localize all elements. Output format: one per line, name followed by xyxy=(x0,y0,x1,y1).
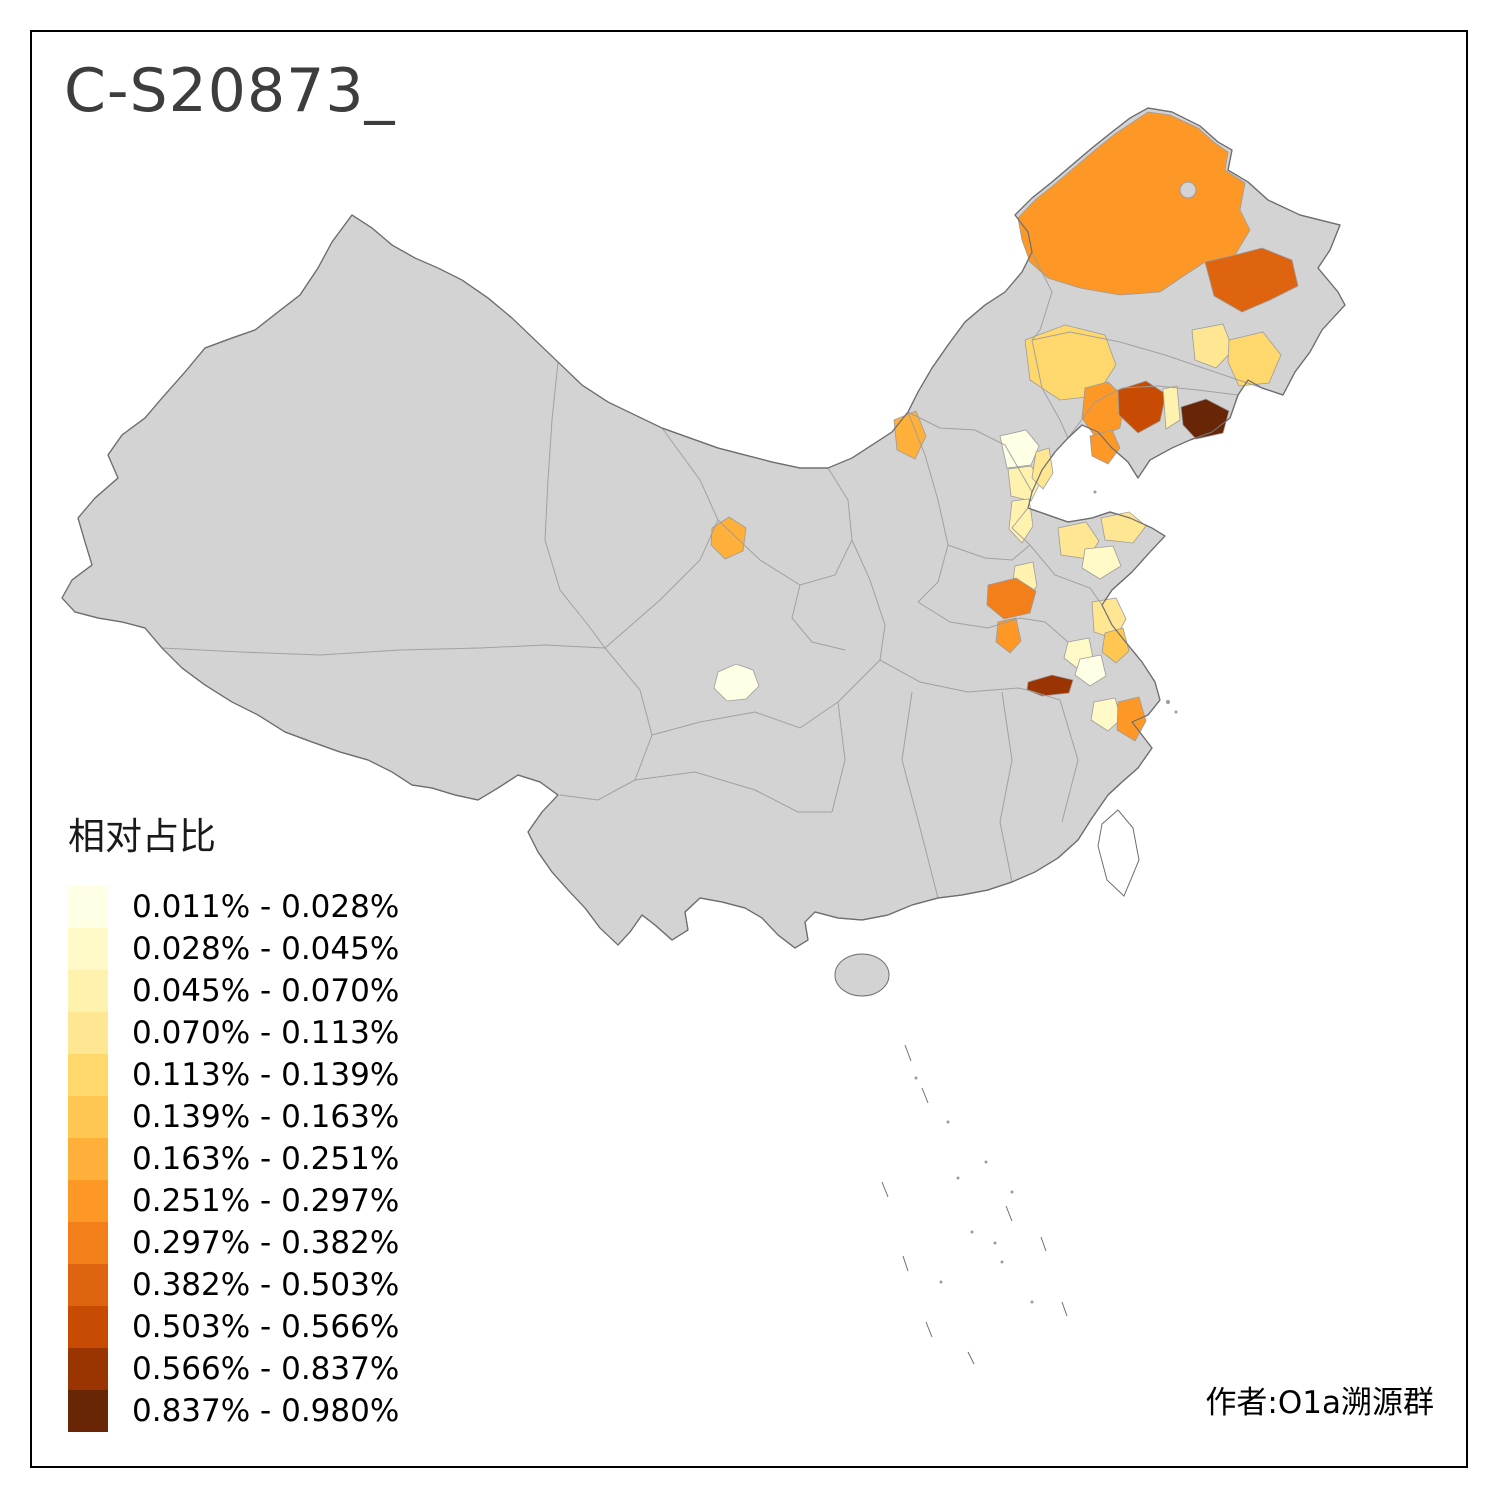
map-region-r12 xyxy=(999,429,1040,469)
legend-row: 0.566% - 0.837% xyxy=(68,1348,399,1390)
legend-label: 0.011% - 0.028% xyxy=(132,889,400,925)
legend-row: 0.070% - 0.113% xyxy=(68,1012,399,1054)
attribution-text: 作者:O1a溯源群 xyxy=(1205,1385,1434,1421)
legend-label: 0.028% - 0.045% xyxy=(132,931,400,967)
map-region-r08 xyxy=(1089,429,1121,465)
legend-bins: 0.011% - 0.028% 0.028% - 0.045% 0.045% - 0… xyxy=(68,886,399,1432)
legend-row: 0.251% - 0.297% xyxy=(68,1180,399,1222)
legend-row: 0.163% - 0.251% xyxy=(68,1138,399,1180)
legend-swatch xyxy=(68,1264,108,1306)
legend-row: 0.297% - 0.382% xyxy=(68,1222,399,1264)
small-islands xyxy=(914,490,1178,1304)
map-region-r21 xyxy=(986,577,1037,620)
map-region-r04 xyxy=(1081,381,1126,439)
legend-label: 0.139% - 0.163% xyxy=(132,1099,400,1135)
map-region-r28 xyxy=(1090,697,1122,732)
legend-label: 0.297% - 0.382% xyxy=(132,1225,400,1261)
map-region-r19 xyxy=(1081,545,1122,580)
legend-label: 0.163% - 0.251% xyxy=(132,1141,400,1177)
legend-swatch xyxy=(68,1138,108,1180)
legend-swatch xyxy=(68,886,108,928)
legend-label: 0.113% - 0.139% xyxy=(132,1057,400,1093)
map-region-r11 xyxy=(893,410,927,460)
map-region-r09 xyxy=(1191,323,1234,369)
map-region-r07 xyxy=(1180,398,1230,440)
map-region-r16 xyxy=(710,516,747,560)
legend-swatch xyxy=(68,1180,108,1222)
map-region-r01 xyxy=(1017,111,1251,296)
legend-swatch xyxy=(68,1222,108,1264)
legend-label: 0.070% - 0.113% xyxy=(132,1015,400,1051)
legend-swatch xyxy=(68,928,108,970)
legend-label: 0.382% - 0.503% xyxy=(132,1267,400,1303)
map-region-r10 xyxy=(1227,331,1282,387)
legend-label: 0.251% - 0.297% xyxy=(132,1183,400,1219)
country-outline-overlay xyxy=(61,107,1346,949)
legend-row: 0.503% - 0.566% xyxy=(68,1306,399,1348)
map-region-r03 xyxy=(1024,324,1117,401)
south-china-sea-dashes xyxy=(881,1044,1068,1365)
legend-swatch xyxy=(68,1306,108,1348)
legend-row: 0.837% - 0.980% xyxy=(68,1390,399,1432)
legend: 相对占比 0.011% - 0.028% 0.028% - 0.045% 0.045… xyxy=(68,806,399,1432)
map-region-r05 xyxy=(1117,380,1167,434)
legend-row: 0.113% - 0.139% xyxy=(68,1054,399,1096)
legend-title: 相对占比 xyxy=(68,815,216,858)
legend-swatch xyxy=(68,1348,108,1390)
country-outline xyxy=(61,107,1346,949)
legend-swatch xyxy=(68,1054,108,1096)
legend-swatch xyxy=(68,1390,108,1432)
map-enclave xyxy=(1179,181,1197,199)
map-region-r02 xyxy=(1204,247,1299,313)
legend-label: 0.837% - 0.980% xyxy=(132,1393,400,1429)
hainan-island xyxy=(834,953,890,997)
choropleth-regions xyxy=(710,111,1299,742)
legend-label: 0.045% - 0.070% xyxy=(132,973,400,1009)
map-region-r26 xyxy=(1074,654,1107,687)
legend-row: 0.139% - 0.163% xyxy=(68,1096,399,1138)
legend-swatch xyxy=(68,970,108,1012)
page-title: C-S20873_ xyxy=(64,56,396,126)
legend-swatch xyxy=(68,1012,108,1054)
map-region-r30 xyxy=(713,663,760,702)
legend-row: 0.382% - 0.503% xyxy=(68,1264,399,1306)
legend-label: 0.503% - 0.566% xyxy=(132,1309,400,1345)
province-borders xyxy=(161,251,1263,899)
map-region-r22 xyxy=(995,617,1022,654)
map-region-r24 xyxy=(1101,627,1130,664)
legend-swatch xyxy=(68,1096,108,1138)
islands xyxy=(61,107,1346,1365)
legend-row: 0.045% - 0.070% xyxy=(68,970,399,1012)
legend-row: 0.028% - 0.045% xyxy=(68,928,399,970)
legend-row: 0.011% - 0.028% xyxy=(68,886,399,928)
taiwan-island xyxy=(1097,809,1140,897)
legend-label: 0.566% - 0.837% xyxy=(132,1351,400,1387)
